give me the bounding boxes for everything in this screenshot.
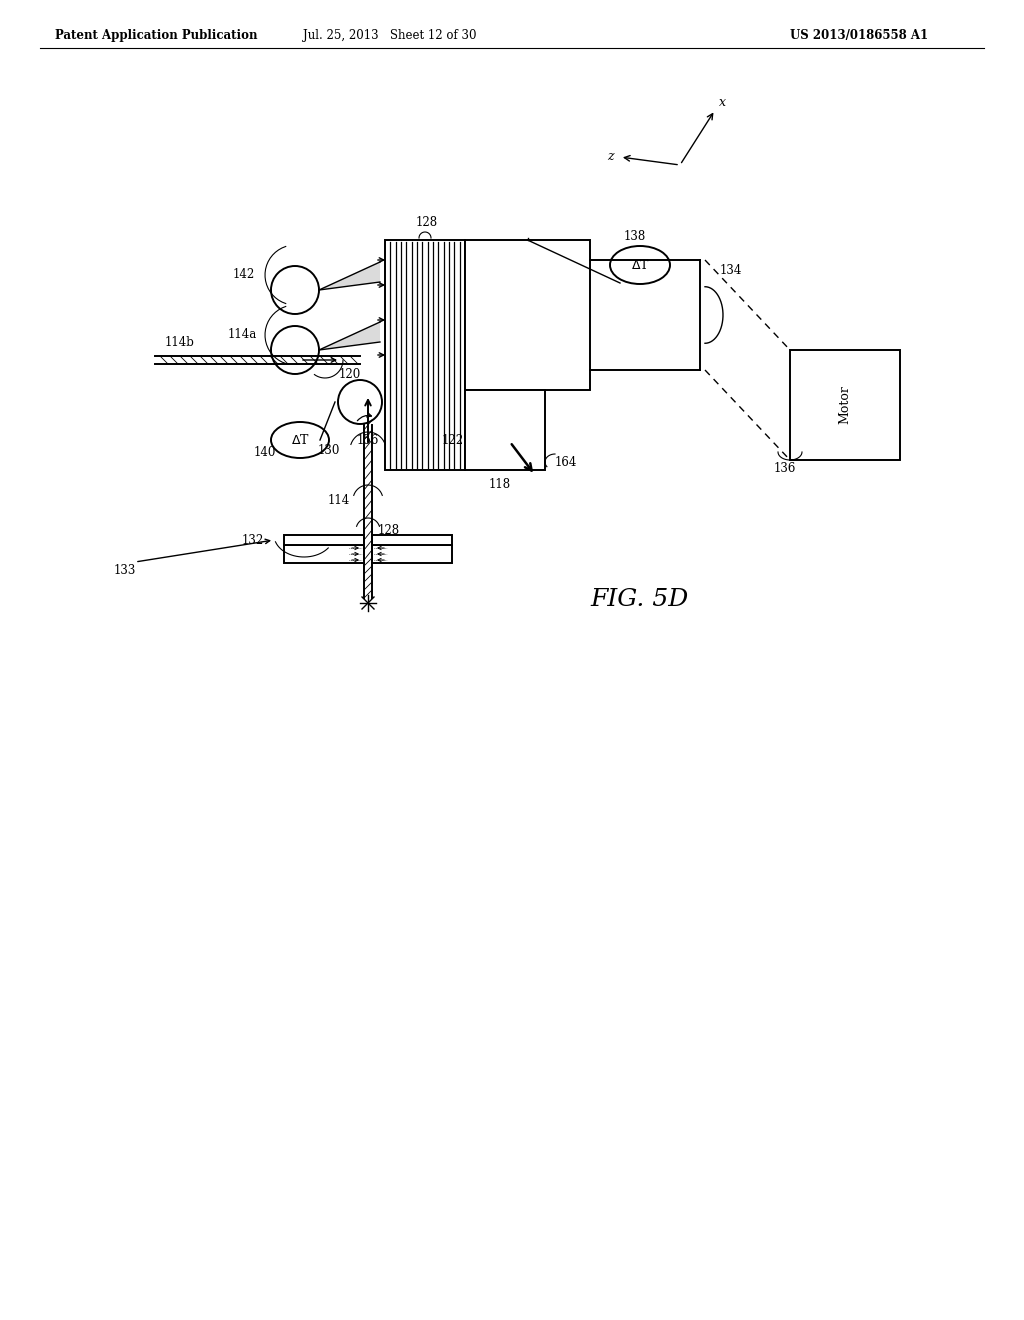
Text: Motor: Motor: [839, 385, 852, 425]
Bar: [465, 240, 590, 389]
Bar: [284, 545, 364, 564]
Text: 138: 138: [624, 231, 646, 243]
Text: 136: 136: [774, 462, 797, 474]
Text: 132: 132: [242, 533, 264, 546]
Bar: [385, 240, 465, 470]
Text: Patent Application Publication: Patent Application Publication: [55, 29, 257, 41]
Text: z: z: [606, 150, 613, 164]
Text: 128: 128: [416, 215, 438, 228]
Text: $\Delta$T: $\Delta$T: [291, 433, 309, 447]
Text: 120: 120: [339, 368, 361, 381]
Text: $\Delta$T: $\Delta$T: [631, 257, 649, 272]
Text: US 2013/0186558 A1: US 2013/0186558 A1: [790, 29, 928, 41]
Text: 130: 130: [317, 444, 340, 457]
Bar: [372, 545, 452, 564]
Text: 114b: 114b: [165, 335, 195, 348]
Text: 118: 118: [488, 479, 511, 491]
Text: x: x: [719, 95, 725, 108]
Text: 133: 133: [114, 564, 136, 577]
Text: 128: 128: [378, 524, 400, 536]
Bar: [372, 535, 452, 545]
Bar: [465, 389, 545, 470]
Text: FIG. 5D: FIG. 5D: [591, 589, 689, 611]
Text: 142: 142: [232, 268, 255, 281]
Text: 164: 164: [555, 455, 578, 469]
Text: 114a: 114a: [227, 329, 257, 342]
Text: 122: 122: [442, 433, 464, 446]
Text: Jul. 25, 2013   Sheet 12 of 30: Jul. 25, 2013 Sheet 12 of 30: [303, 29, 477, 41]
Polygon shape: [319, 261, 380, 290]
Text: 156: 156: [356, 433, 379, 446]
Text: 114: 114: [328, 494, 350, 507]
Bar: [284, 535, 364, 545]
Polygon shape: [319, 322, 380, 350]
Text: 134: 134: [720, 264, 742, 276]
Bar: [790, 350, 900, 459]
Text: 140: 140: [254, 446, 276, 458]
